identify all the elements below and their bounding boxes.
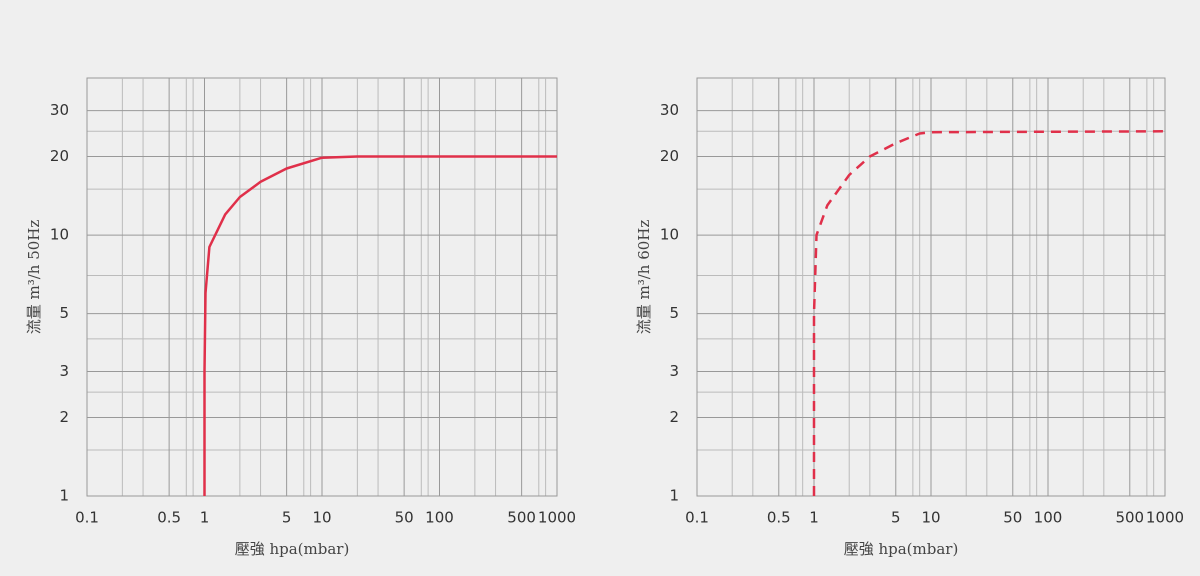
data-line	[203, 155, 557, 496]
x-tick-label: 1000	[538, 509, 576, 527]
y-tick-label: 10	[660, 226, 679, 244]
x-tick-label: 0.1	[685, 509, 709, 527]
y-axis-label: 流量 m³/h 60Hz	[635, 220, 653, 335]
y-tick-label: 2	[59, 408, 69, 426]
y-tick-label: 1	[669, 487, 679, 505]
x-tick-label: 50	[1003, 509, 1022, 527]
x-tick-label: 1	[200, 509, 210, 527]
x-axis-label: 壓強 hpa(mbar)	[844, 540, 959, 558]
x-tick-label: 0.5	[767, 509, 791, 527]
x-tick-label: 0.5	[157, 509, 181, 527]
x-tick-label: 100	[1034, 509, 1063, 527]
x-tick-label: 0.1	[75, 509, 99, 527]
y-tick-label: 3	[59, 362, 69, 380]
y-tick-label: 10	[50, 226, 69, 244]
x-tick-label: 5	[891, 509, 901, 527]
x-axis-label: 壓強 hpa(mbar)	[235, 540, 350, 558]
data-line	[812, 130, 1166, 496]
y-tick-label: 5	[59, 304, 69, 322]
x-tick-label: 10	[921, 509, 940, 527]
y-tick-label: 1	[59, 487, 69, 505]
x-tick-label: 1000	[1146, 509, 1184, 527]
x-tick-label: 50	[395, 509, 414, 527]
y-tick-label: 5	[669, 304, 679, 322]
x-tick-label: 100	[425, 509, 454, 527]
y-tick-label: 20	[50, 147, 69, 165]
y-tick-label: 30	[50, 101, 69, 119]
x-tick-label: 5	[282, 509, 292, 527]
y-tick-label: 2	[669, 408, 679, 426]
y-tick-label: 20	[660, 147, 679, 165]
x-tick-label: 500	[1115, 509, 1144, 527]
y-tick-label: 30	[660, 101, 679, 119]
y-tick-label: 3	[669, 362, 679, 380]
x-tick-label: 1	[809, 509, 819, 527]
y-axis-label: 流量 m³/h 50Hz	[25, 220, 43, 335]
x-tick-label: 10	[312, 509, 331, 527]
x-tick-label: 500	[507, 509, 536, 527]
